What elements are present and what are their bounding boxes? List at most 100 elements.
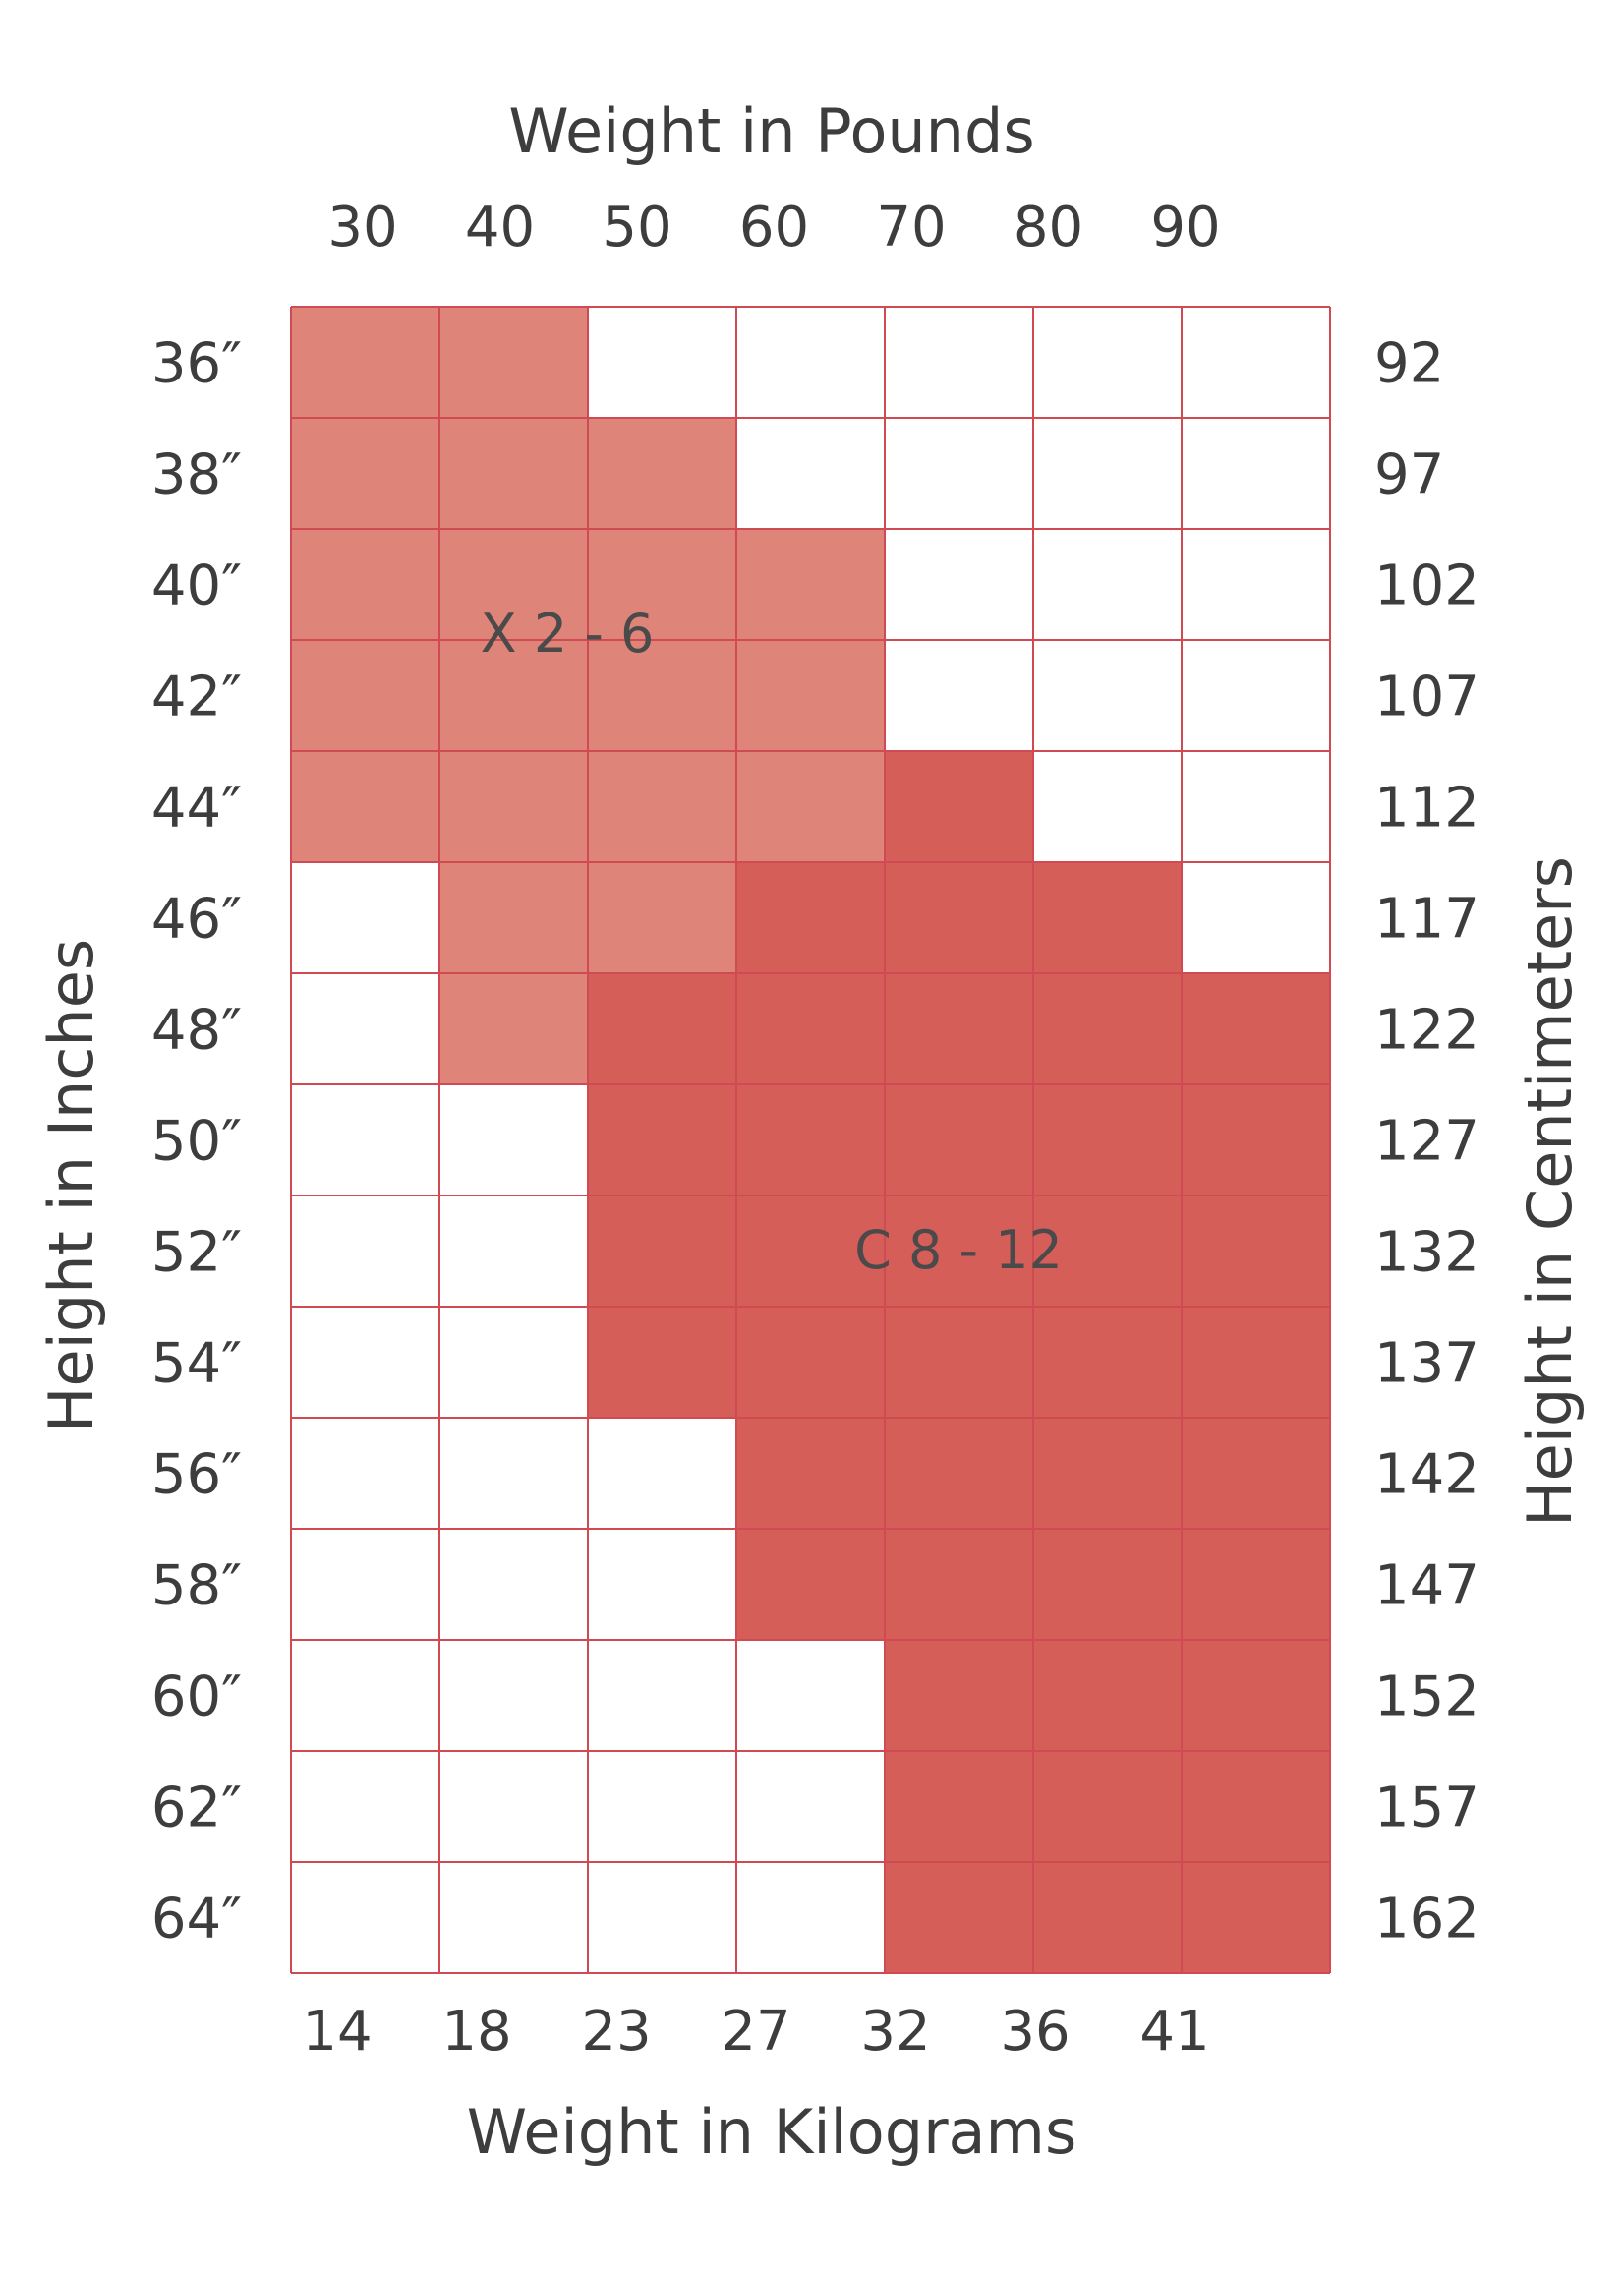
inch-tick-label: 60″ bbox=[151, 1665, 242, 1729]
pounds-tick-label: 30 bbox=[327, 196, 397, 260]
cell-region-x bbox=[439, 640, 588, 751]
cell-region-c bbox=[588, 1195, 736, 1307]
cell-empty bbox=[736, 418, 885, 529]
cell-region-c bbox=[736, 973, 885, 1084]
right-axis-title: Height in Centimeters bbox=[1514, 856, 1586, 1527]
cell-empty bbox=[291, 1862, 439, 1973]
cell-empty bbox=[291, 1529, 439, 1640]
cell-empty bbox=[291, 1418, 439, 1529]
left-axis-title: Height in Inches bbox=[35, 939, 107, 1432]
centimeter-tick-label: 142 bbox=[1374, 1443, 1479, 1507]
cell-region-x bbox=[439, 307, 588, 418]
cell-region-x bbox=[439, 973, 588, 1084]
kilogram-tick-label: 23 bbox=[581, 2000, 651, 2064]
inch-tick-label: 42″ bbox=[151, 666, 242, 729]
centimeter-tick-label: 102 bbox=[1374, 554, 1479, 618]
cell-region-c bbox=[1182, 1084, 1330, 1195]
cell-empty bbox=[439, 1084, 588, 1195]
cell-empty bbox=[1033, 307, 1182, 418]
cell-region-c bbox=[885, 751, 1033, 862]
cell-region-c bbox=[1182, 1751, 1330, 1862]
tick-labels: 30 40 50 60 70 80 90 14 18 23 27 32 36 41 36″ 38″ 40″ 42″… bbox=[151, 196, 1479, 2064]
cell-region-c bbox=[736, 1084, 885, 1195]
kilogram-tick-label: 41 bbox=[1139, 2000, 1209, 2064]
kilogram-tick-label: 36 bbox=[1000, 2000, 1070, 2064]
cell-region-c bbox=[736, 1418, 885, 1529]
cell-region-c bbox=[1033, 1529, 1182, 1640]
inch-tick-label: 44″ bbox=[151, 777, 242, 841]
centimeter-tick-label: 97 bbox=[1374, 443, 1444, 507]
inch-tick-label: 46″ bbox=[151, 888, 242, 952]
cell-region-c bbox=[1182, 1418, 1330, 1529]
cell-region-c bbox=[1033, 1307, 1182, 1418]
cell-region-x bbox=[291, 307, 439, 418]
top-axis-title: Weight in Pounds bbox=[508, 95, 1034, 167]
inch-tick-label: 64″ bbox=[151, 1888, 242, 1952]
inch-tick-label: 40″ bbox=[151, 554, 242, 618]
cell-region-c bbox=[1033, 1195, 1182, 1307]
cell-region-c bbox=[588, 1307, 736, 1418]
inch-tick-label: 52″ bbox=[151, 1221, 242, 1285]
cell-empty bbox=[1182, 751, 1330, 862]
cell-empty bbox=[1033, 751, 1182, 862]
bottom-axis-title: Weight in Kilograms bbox=[467, 2096, 1077, 2168]
pounds-tick-label: 60 bbox=[739, 196, 809, 260]
cell-region-c bbox=[1033, 1084, 1182, 1195]
inch-tick-label: 54″ bbox=[151, 1332, 242, 1396]
cell-region-c bbox=[885, 1529, 1033, 1640]
centimeter-tick-label: 117 bbox=[1374, 888, 1479, 952]
cell-empty bbox=[439, 1195, 588, 1307]
cell-empty bbox=[1182, 307, 1330, 418]
cell-empty bbox=[1182, 862, 1330, 973]
cell-region-c bbox=[1182, 1195, 1330, 1307]
cell-region-x bbox=[588, 862, 736, 973]
cell-empty bbox=[588, 1862, 736, 1973]
kilogram-tick-label: 27 bbox=[721, 2000, 790, 2064]
cell-empty bbox=[439, 1529, 588, 1640]
cell-region-x bbox=[439, 418, 588, 529]
centimeter-tick-label: 132 bbox=[1374, 1221, 1479, 1285]
inch-tick-label: 48″ bbox=[151, 999, 242, 1063]
inch-tick-label: 50″ bbox=[151, 1110, 242, 1174]
cell-empty bbox=[588, 1751, 736, 1862]
cell-empty bbox=[736, 307, 885, 418]
inch-tick-label: 36″ bbox=[151, 332, 242, 396]
centimeter-tick-label: 127 bbox=[1374, 1110, 1479, 1174]
cell-empty bbox=[291, 973, 439, 1084]
centimeter-tick-label: 112 bbox=[1374, 777, 1479, 841]
centimeter-tick-label: 162 bbox=[1374, 1888, 1479, 1952]
cell-region-x bbox=[736, 529, 885, 640]
cell-empty bbox=[439, 1751, 588, 1862]
cell-region-c bbox=[885, 1751, 1033, 1862]
cell-region-c bbox=[1182, 1307, 1330, 1418]
cell-region-c bbox=[885, 1862, 1033, 1973]
cell-empty bbox=[588, 1529, 736, 1640]
cell-region-c bbox=[885, 1195, 1033, 1307]
cell-region-c bbox=[1033, 1418, 1182, 1529]
cell-grid bbox=[291, 307, 1330, 1973]
cell-empty bbox=[588, 1640, 736, 1751]
cell-empty bbox=[885, 418, 1033, 529]
cell-region-c bbox=[1033, 1751, 1182, 1862]
cell-region-c bbox=[588, 1084, 736, 1195]
kilogram-tick-label: 32 bbox=[860, 2000, 930, 2064]
pounds-tick-label: 70 bbox=[876, 196, 946, 260]
cell-region-x bbox=[736, 751, 885, 862]
cell-empty bbox=[736, 1862, 885, 1973]
cell-empty bbox=[439, 1307, 588, 1418]
cell-empty bbox=[736, 1751, 885, 1862]
cell-region-c bbox=[1033, 1862, 1182, 1973]
cell-region-x bbox=[736, 640, 885, 751]
cell-region-c bbox=[1182, 1640, 1330, 1751]
cell-region-x bbox=[588, 418, 736, 529]
region-label-c: C 8 - 12 bbox=[854, 1219, 1063, 1281]
centimeter-tick-label: 157 bbox=[1374, 1777, 1479, 1840]
inch-tick-label: 62″ bbox=[151, 1777, 242, 1840]
cell-region-c bbox=[1033, 1640, 1182, 1751]
cell-region-c bbox=[885, 1084, 1033, 1195]
cell-region-x bbox=[291, 418, 439, 529]
cell-region-c bbox=[885, 862, 1033, 973]
cell-region-c bbox=[736, 1307, 885, 1418]
centimeter-tick-label: 122 bbox=[1374, 999, 1479, 1063]
cell-empty bbox=[291, 1084, 439, 1195]
